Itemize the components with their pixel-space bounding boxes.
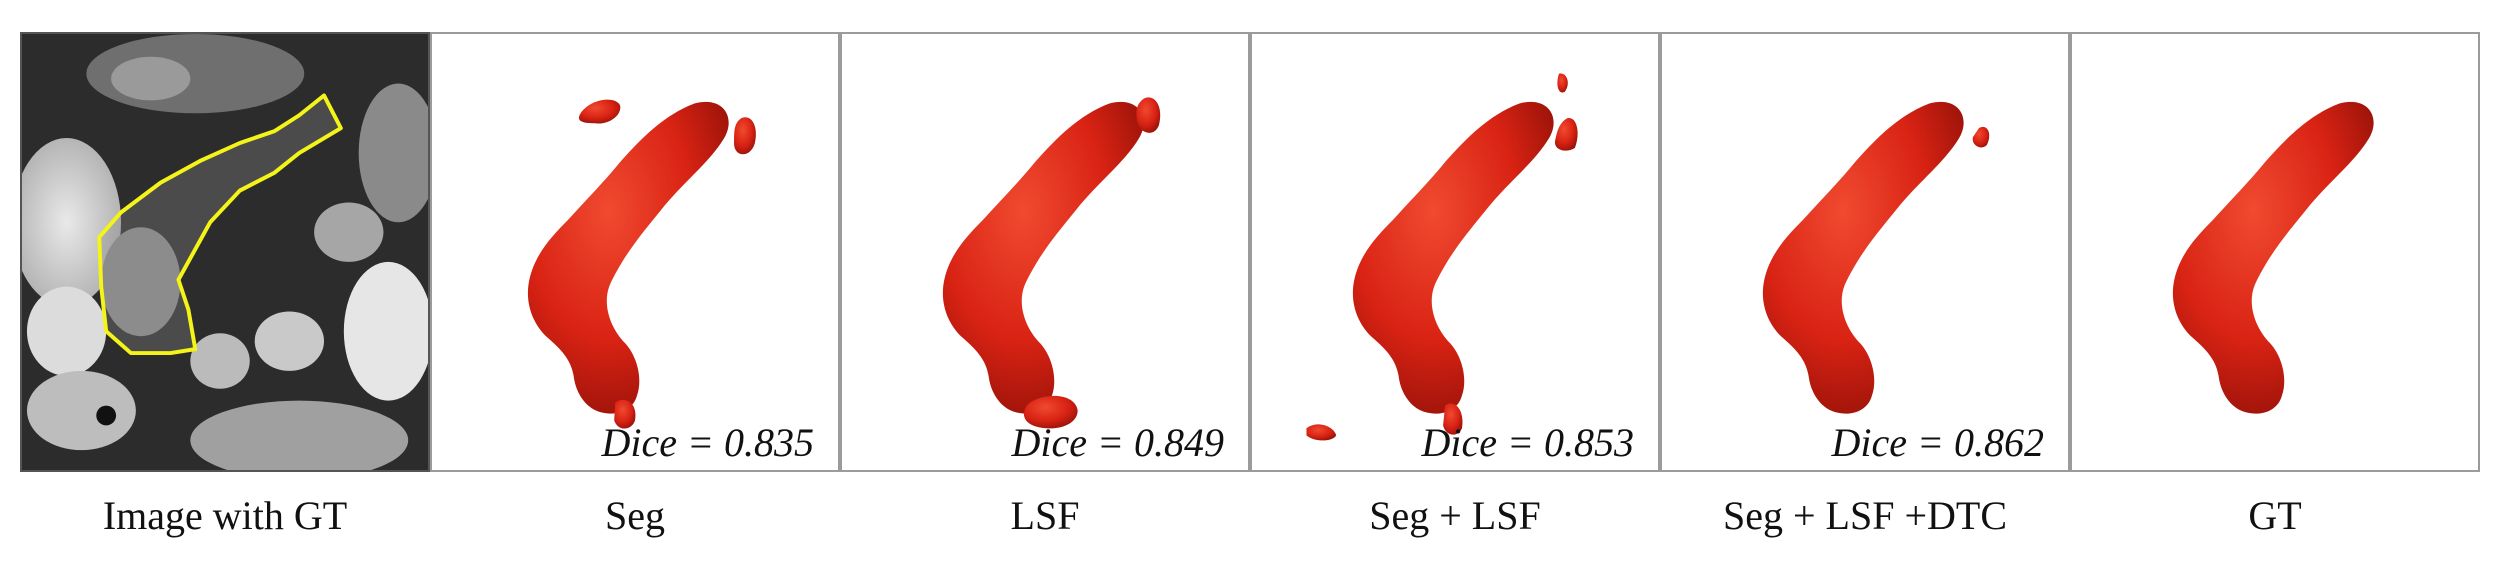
caption-seg-lsf: Seg + LSF: [1369, 493, 1541, 538]
organ-render: [1306, 73, 1578, 441]
caption-seg: Seg: [605, 493, 665, 538]
organ-render: [527, 99, 756, 429]
panel-image-with-gt: [20, 32, 430, 472]
dice-score: Dice = 0.835: [601, 420, 815, 465]
caption-lsf: LSF: [1010, 493, 1080, 538]
dice-score: Dice = 0.853: [1421, 420, 1635, 465]
panel-seg-lsf: Dice = 0.853: [1250, 32, 1660, 472]
organ-render: [1762, 101, 1990, 414]
dice-score: Dice = 0.862: [1831, 420, 2045, 465]
panel-seg: Dice = 0.835: [430, 32, 840, 472]
organ-render: [2172, 101, 2374, 414]
panel-lsf: Dice = 0.849: [840, 32, 1250, 472]
panel-seg-lsf-dtc: Dice = 0.862: [1660, 32, 2070, 472]
gt-contour: [97, 93, 343, 356]
organ-render: [942, 97, 1161, 429]
caption-seg-lsf-dtc: Seg + LSF +DTC: [1722, 493, 2008, 538]
ct-image: [22, 34, 428, 470]
caption-image-with-gt: Image with GT: [102, 493, 348, 538]
panel-gt: [2070, 32, 2480, 472]
dice-score: Dice = 0.849: [1011, 420, 1225, 465]
caption-gt: GT: [2248, 493, 2302, 538]
